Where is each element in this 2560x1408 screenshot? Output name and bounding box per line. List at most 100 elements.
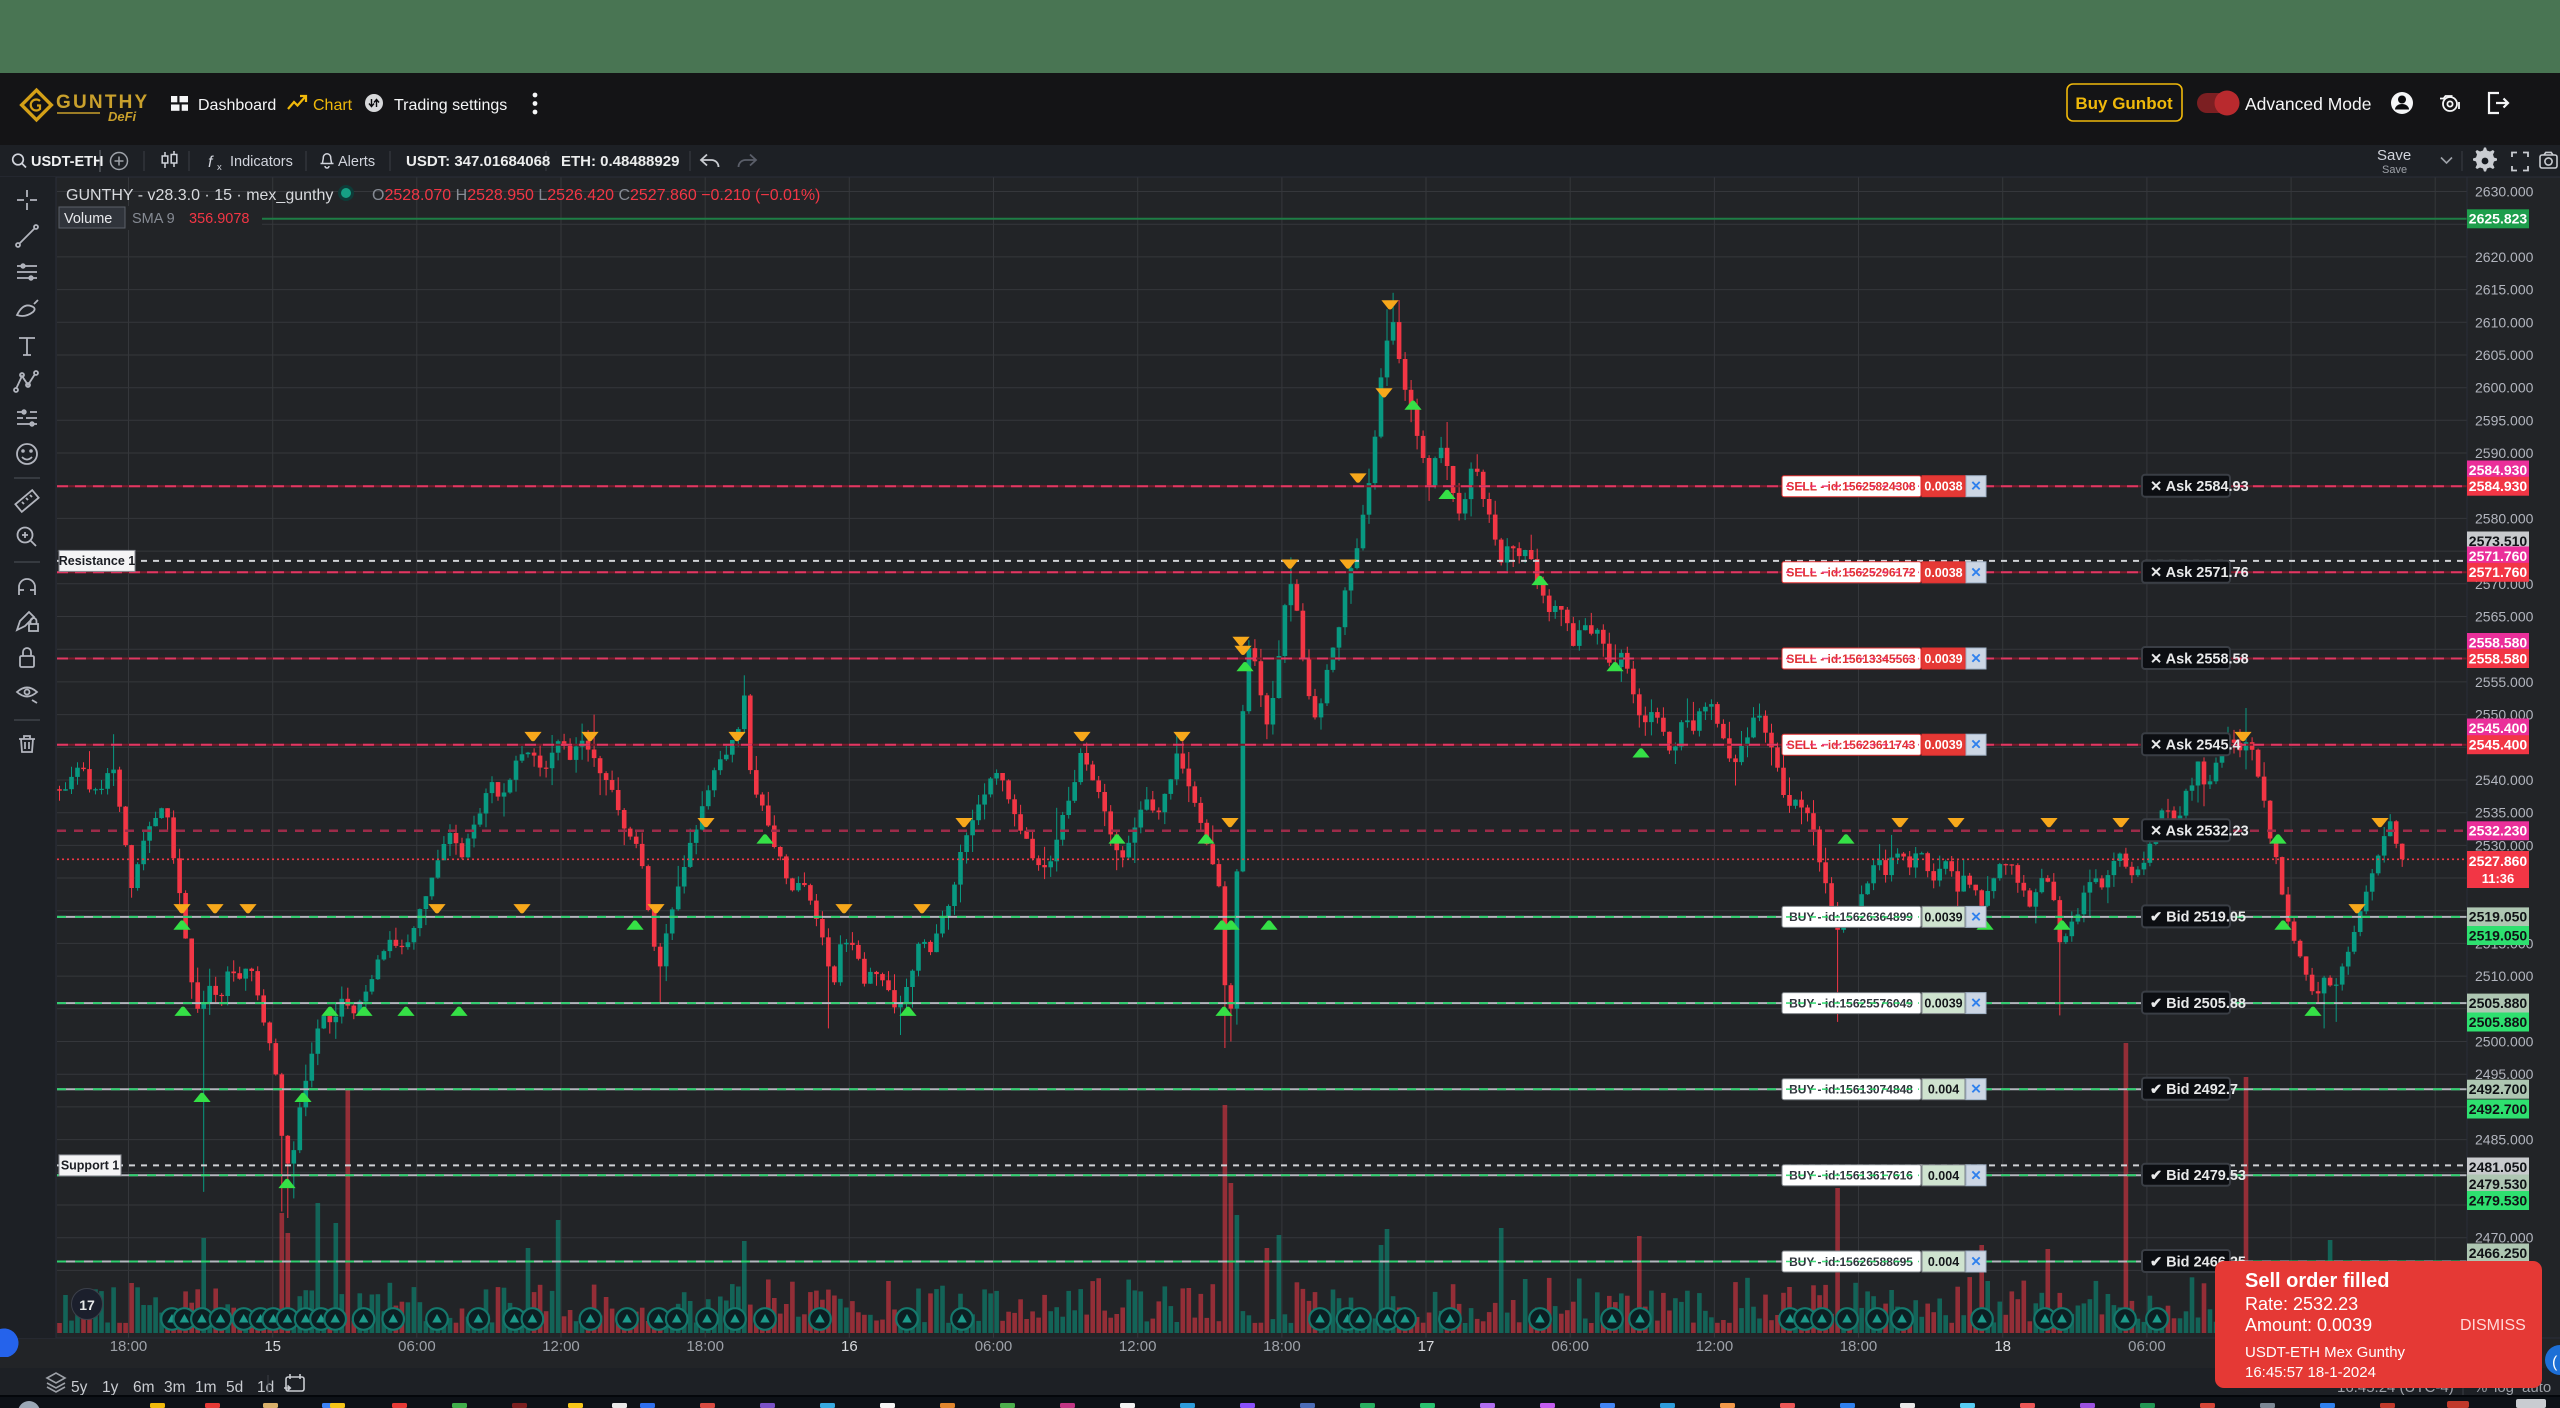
svg-text:2470.000: 2470.000 [2475,1230,2534,1246]
svg-text:2600.000: 2600.000 [2475,380,2534,396]
svg-text:✕ Ask 2571.76: ✕ Ask 2571.76 [2150,565,2249,581]
svg-text:Sell order filled: Sell order filled [2245,1270,2389,1292]
svg-text:2527.860: 2527.860 [2469,853,2528,869]
svg-text:2492.700: 2492.700 [2469,1101,2528,1117]
svg-text:2571.760: 2571.760 [2469,548,2528,564]
svg-text:2571.760: 2571.760 [2469,564,2528,580]
svg-text:Indicators: Indicators [230,154,293,170]
svg-text:0.0038: 0.0038 [1924,480,1962,494]
svg-text:✕: ✕ [1970,1168,1981,1183]
svg-text:SMA 9: SMA 9 [132,211,175,227]
svg-text:✕: ✕ [1970,565,1981,580]
svg-text:2466.250: 2466.250 [2469,1245,2528,1261]
svg-text:2630.000: 2630.000 [2475,184,2534,200]
svg-text:2500.000: 2500.000 [2475,1034,2534,1050]
svg-text:✕: ✕ [1970,1254,1981,1269]
svg-text:Rate: 2532.23: Rate: 2532.23 [2245,1294,2358,1314]
svg-text:2595.000: 2595.000 [2475,412,2534,428]
svg-text:2615.000: 2615.000 [2475,282,2534,298]
svg-text:ETH: 0.48488929: ETH: 0.48488929 [561,153,679,170]
svg-text:f: f [208,154,214,171]
svg-text:2555.000: 2555.000 [2475,674,2534,690]
svg-text:16: 16 [841,1338,858,1355]
svg-text:Chart: Chart [313,97,353,114]
svg-text:18:00: 18:00 [110,1338,148,1355]
svg-text:356.9078: 356.9078 [189,211,249,227]
svg-text:6m: 6m [133,1379,155,1396]
svg-text:06:00: 06:00 [398,1338,436,1355]
svg-text:1m: 1m [195,1379,217,1396]
svg-text:5d: 5d [226,1379,243,1396]
svg-text:2584.930: 2584.930 [2469,462,2528,478]
svg-text:2540.000: 2540.000 [2475,772,2534,788]
svg-text:06:00: 06:00 [2128,1338,2166,1355]
svg-text:USDT-ETH Mex Gunthy: USDT-ETH Mex Gunthy [2245,1344,2406,1361]
svg-text:17: 17 [1418,1338,1435,1355]
svg-text:2590.000: 2590.000 [2475,445,2534,461]
svg-text:0.0039: 0.0039 [1924,652,1962,666]
svg-text:12:00: 12:00 [542,1338,580,1355]
svg-text:DeFi: DeFi [108,109,137,124]
svg-text:✕ Ask 2584.93: ✕ Ask 2584.93 [2150,479,2249,495]
svg-text:Dashboard: Dashboard [198,97,276,114]
svg-text:2481.050: 2481.050 [2469,1159,2528,1175]
svg-text:2558.580: 2558.580 [2469,634,2528,650]
svg-text:Resistance 1: Resistance 1 [59,554,135,568]
svg-text:2505.880: 2505.880 [2469,1014,2528,1030]
svg-text:0.0038: 0.0038 [1924,566,1962,580]
svg-text:✔ Bid 2505.88: ✔ Bid 2505.88 [2150,996,2246,1012]
svg-text:USDT: 347.01684068: USDT: 347.01684068 [406,153,550,170]
svg-text:GUNTHY: GUNTHY [56,92,149,113]
svg-text:18: 18 [1994,1338,2011,1355]
svg-text:✕: ✕ [1970,996,1981,1011]
svg-text:Volume: Volume [64,211,112,227]
svg-text:Amount: 0.0039: Amount: 0.0039 [2245,1315,2372,1335]
svg-text:2519.050: 2519.050 [2469,909,2528,925]
svg-text:2620.000: 2620.000 [2475,249,2534,265]
svg-text:2565.000: 2565.000 [2475,609,2534,625]
svg-text:Support 1: Support 1 [61,1159,119,1173]
svg-text:2519.050: 2519.050 [2469,927,2528,943]
svg-text:✔ Bid 2519.05: ✔ Bid 2519.05 [2150,910,2246,926]
svg-text:2610.000: 2610.000 [2475,314,2534,330]
svg-text:0.0039: 0.0039 [1924,910,1962,924]
svg-text:2530.000: 2530.000 [2475,837,2534,853]
svg-text:12:00: 12:00 [1119,1338,1157,1355]
svg-text:2495.000: 2495.000 [2475,1066,2534,1082]
svg-text:✔ Bid 2492.7: ✔ Bid 2492.7 [2150,1082,2238,1098]
svg-text:12:00: 12:00 [1696,1338,1734,1355]
svg-text:2492.700: 2492.700 [2469,1081,2528,1097]
svg-text:3m: 3m [164,1379,186,1396]
svg-text:0.004: 0.004 [1928,1255,1959,1269]
svg-text:06:00: 06:00 [975,1338,1013,1355]
svg-text:2479.530: 2479.530 [2469,1176,2528,1192]
svg-text:11:36: 11:36 [2482,871,2515,886]
svg-text:✕: ✕ [1970,909,1981,924]
svg-text:2605.000: 2605.000 [2475,347,2534,363]
svg-text:18:00: 18:00 [1263,1338,1301,1355]
svg-text:18:00: 18:00 [1840,1338,1878,1355]
svg-text:2485.000: 2485.000 [2475,1132,2534,1148]
svg-text:✕ Ask 2532.23: ✕ Ask 2532.23 [2150,824,2249,840]
svg-text:5y: 5y [71,1379,88,1396]
svg-text:1y: 1y [102,1379,119,1396]
svg-text:Save: Save [2382,164,2407,176]
svg-text:2535.000: 2535.000 [2475,805,2534,821]
svg-text:Trading settings: Trading settings [394,97,507,114]
svg-text:✔ Bid 2479.53: ✔ Bid 2479.53 [2150,1168,2246,1184]
svg-text:15: 15 [264,1338,281,1355]
svg-text:✕: ✕ [1970,651,1981,666]
svg-text:2625.823: 2625.823 [2469,211,2528,227]
svg-text:GUNTHY - v28.3.0 · 15 · mex_gu: GUNTHY - v28.3.0 · 15 · mex_gunthy [66,187,333,204]
svg-text:2545.400: 2545.400 [2469,737,2528,753]
svg-text:USDT-ETH: USDT-ETH [31,154,104,170]
svg-text:0.004: 0.004 [1928,1083,1959,1097]
svg-text:Alerts: Alerts [338,154,375,170]
svg-text:17: 17 [79,1297,95,1313]
svg-text:06:00: 06:00 [1551,1338,1589,1355]
svg-text:2545.400: 2545.400 [2469,720,2528,736]
svg-text:2580.000: 2580.000 [2475,510,2534,526]
svg-text:0.004: 0.004 [1928,1169,1959,1183]
svg-text:(: ( [2552,1354,2558,1371]
svg-text:x: x [217,162,222,173]
